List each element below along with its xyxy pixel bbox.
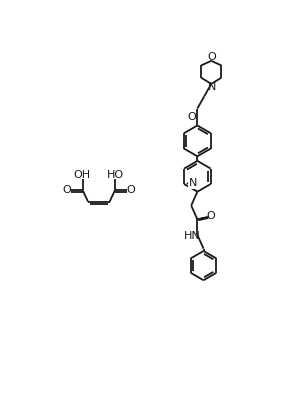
Text: O: O — [127, 185, 136, 195]
Text: HN: HN — [184, 231, 200, 241]
Text: O: O — [62, 185, 71, 195]
Text: N: N — [208, 82, 216, 92]
Text: N: N — [189, 178, 197, 188]
Text: O: O — [208, 52, 216, 62]
Text: HO: HO — [107, 170, 124, 180]
Text: O: O — [207, 210, 216, 221]
Text: N: N — [189, 178, 197, 188]
Text: O: O — [188, 112, 196, 122]
Text: OH: OH — [73, 170, 91, 180]
